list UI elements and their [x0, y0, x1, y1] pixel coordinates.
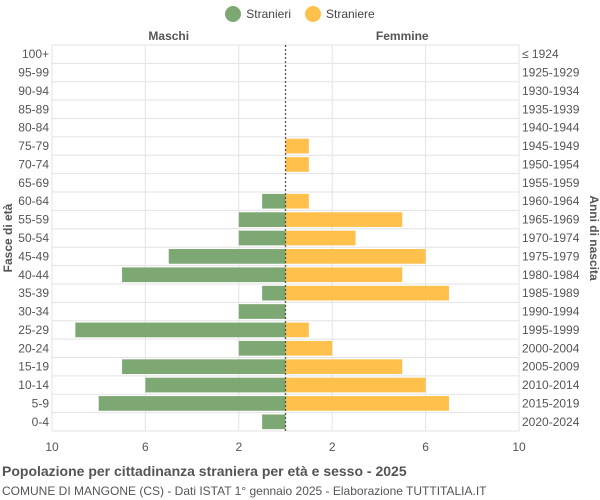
legend-swatch-female [304, 6, 321, 22]
birth-year-label: 2010-2014 [522, 378, 580, 392]
bar-female [285, 340, 333, 356]
age-group-label: 0-4 [32, 415, 50, 429]
chart-source: COMUNE DI MANGONE (CS) - Dati ISTAT 1° g… [2, 484, 487, 498]
bar-male [262, 285, 286, 301]
birth-year-label: 1935-1939 [522, 102, 580, 116]
x-tick-label: 10 [512, 440, 526, 454]
x-tick-label: 10 [45, 440, 59, 454]
birth-year-label: 1990-1994 [522, 305, 580, 319]
age-group-label: 70-74 [18, 157, 49, 171]
bar-male [238, 340, 286, 356]
bar-male [122, 359, 286, 375]
bar-female [285, 396, 449, 411]
bar-male [238, 304, 286, 319]
birth-year-label: 1980-1984 [522, 268, 580, 282]
females-header: Femmine [376, 29, 429, 43]
bar-female [285, 267, 403, 283]
x-tick-label: 6 [142, 440, 149, 454]
bar-male [238, 212, 286, 227]
birth-year-label: 1930-1934 [522, 84, 580, 98]
age-group-label: 60-64 [18, 194, 49, 208]
birth-year-label: 1970-1974 [522, 231, 580, 245]
age-group-label: 100+ [22, 47, 49, 61]
bar-male [262, 414, 286, 430]
age-group-label: 95-99 [18, 66, 49, 80]
age-group-label: 85-89 [18, 102, 49, 116]
legend-item-male[interactable]: Stranieri [225, 6, 291, 22]
age-group-label: 90-94 [18, 84, 49, 98]
age-group-label: 40-44 [18, 268, 49, 282]
chart-title: Popolazione per cittadinanza straniera p… [2, 463, 407, 479]
age-group-label: 45-49 [18, 249, 49, 263]
birth-year-label: 1995-1999 [522, 323, 580, 337]
males-header: Maschi [148, 29, 189, 43]
birth-year-label: 2000-2004 [522, 341, 580, 355]
bar-female [285, 212, 403, 227]
x-tick-label: 2 [329, 440, 336, 454]
bar-female [285, 230, 356, 246]
legend-label-female: Straniere [325, 7, 375, 21]
age-group-label: 50-54 [18, 231, 49, 245]
population-pyramid-chart: 10 6 2 2 6 10 100+ ≤ 1924 95-99 1925-1929 90-94 193… [1, 29, 600, 454]
age-group-label: 10-14 [18, 378, 49, 392]
birth-year-label: 1965-1969 [522, 213, 580, 227]
birth-year-label: 1955-1959 [522, 176, 580, 190]
age-group-label: 30-34 [18, 305, 49, 319]
x-tick-label: 2 [235, 440, 242, 454]
age-group-label: 5-9 [32, 396, 50, 410]
birth-year-label: 2020-2024 [522, 415, 580, 429]
age-group-label: 20-24 [18, 341, 49, 355]
bar-female [285, 285, 449, 301]
bar-male [75, 322, 286, 338]
birth-year-label: 1925-1929 [522, 66, 580, 80]
bar-female [285, 249, 426, 264]
bar-male [98, 396, 286, 411]
bar-male [168, 249, 286, 264]
bar-female [285, 359, 403, 375]
birth-year-label: 1940-1944 [522, 121, 580, 135]
legend-item-female[interactable]: Straniere [304, 6, 375, 22]
bar-female [285, 193, 309, 209]
birth-year-label: 1950-1954 [522, 157, 580, 171]
bar-male [262, 193, 286, 209]
y-axis-title-left: Fasce di età [1, 203, 15, 272]
age-group-label: 75-79 [18, 139, 49, 153]
age-group-label: 15-19 [18, 360, 49, 374]
age-group-label: 55-59 [18, 213, 49, 227]
bar-female [285, 138, 309, 154]
x-tick-label: 6 [422, 440, 429, 454]
legend-swatch-male [225, 6, 242, 22]
birth-year-label: ≤ 1924 [522, 47, 559, 61]
birth-year-label: 2015-2019 [522, 396, 580, 410]
bar-male [145, 377, 286, 393]
chart-legend: Stranieri Straniere [0, 6, 600, 22]
age-group-label: 25-29 [18, 323, 49, 337]
bar-female [285, 322, 309, 338]
birth-year-label: 1945-1949 [522, 139, 580, 153]
birth-year-label: 1975-1979 [522, 249, 580, 263]
bar-female [285, 157, 309, 172]
birth-year-label: 2005-2009 [522, 360, 580, 374]
legend-label-male: Stranieri [246, 7, 291, 21]
bar-male [238, 230, 286, 246]
birth-year-label: 1985-1989 [522, 286, 580, 300]
age-group-label: 80-84 [18, 121, 49, 135]
birth-year-label: 1960-1964 [522, 194, 580, 208]
age-group-label: 65-69 [18, 176, 49, 190]
bar-female [285, 377, 426, 393]
bar-male [122, 267, 286, 283]
age-group-label: 35-39 [18, 286, 49, 300]
y-axis-title-right: Anni di nascita [587, 195, 600, 281]
